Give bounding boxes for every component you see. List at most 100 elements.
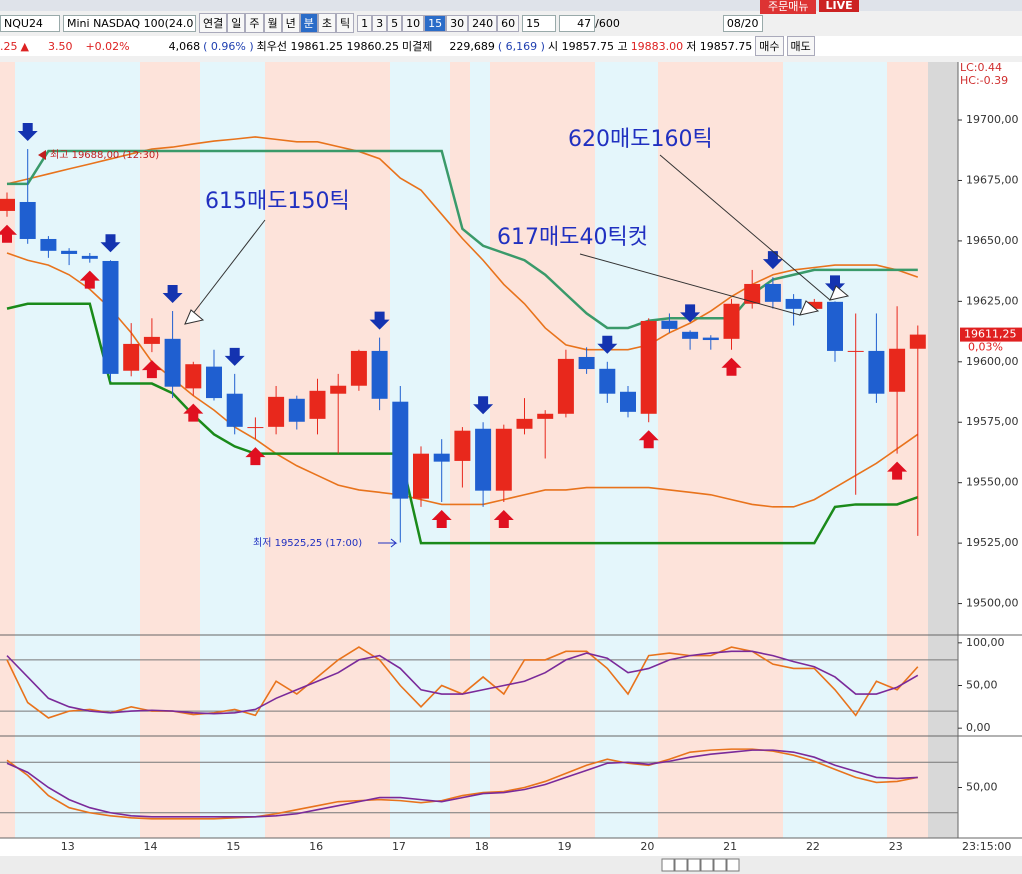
y-tick-label: 19625,00 <box>966 294 1019 307</box>
toolbar-button[interactable]: 30 <box>446 14 469 32</box>
toolbar-button[interactable]: 5 <box>387 14 403 32</box>
annotation: 617매도40틱컷 <box>497 225 648 250</box>
candle-body <box>557 358 574 414</box>
y-tick-label: 19600,00 <box>966 355 1019 368</box>
candle-body <box>433 453 450 462</box>
toolbar-button[interactable]: 10 <box>402 14 425 32</box>
count[interactable]: 47 <box>559 14 596 32</box>
date[interactable]: 08/20 <box>722 14 763 32</box>
candle-body <box>81 255 98 259</box>
session-band <box>595 62 658 838</box>
clock: 23:15:00 <box>962 840 1011 853</box>
annotation-leader <box>659 154 831 301</box>
toolbar-button[interactable]: 60 <box>497 14 520 32</box>
session-band <box>265 62 390 838</box>
toolbar-button[interactable]: 분 <box>299 13 318 33</box>
candle-body <box>516 418 533 429</box>
symbol[interactable]: NQU24 <box>0 14 60 32</box>
candle-body <box>40 238 57 251</box>
chart: 19700,00 19675,00 19650,00 19625,00 19600,00… <box>0 62 1022 874</box>
x-tick-label: 22 <box>806 840 820 853</box>
candle-body <box>206 366 222 399</box>
toolbar-button[interactable]: 틱 <box>336 13 355 33</box>
oi-change: ( 6,169 ) <box>497 39 545 53</box>
buy-signal <box>493 510 514 529</box>
annotation: 620매도160틱 <box>568 127 713 152</box>
candle-body <box>909 334 926 349</box>
scroll-button <box>700 858 714 872</box>
candle-body <box>578 356 595 370</box>
sell-signal <box>162 285 183 304</box>
candle-body <box>889 348 906 392</box>
x-tick-label: 14 <box>144 840 158 853</box>
product-name[interactable]: Mini NASDAQ 100(24.0 <box>63 14 196 32</box>
y-tick-label: 50,00 <box>966 679 998 692</box>
candle-body <box>309 390 326 419</box>
toolbar-button[interactable]: 일 <box>227 13 246 33</box>
order-menu[interactable]: 주문매뉴 <box>760 0 817 14</box>
annotation: 최저 19525,25 (17:00) <box>253 537 362 549</box>
indicator-line <box>6 136 919 351</box>
side-info: HC:-0.39 <box>960 74 1008 87</box>
candle-body <box>226 393 243 427</box>
annotation-leader <box>579 253 801 316</box>
volume: 4,068 <box>168 39 201 53</box>
sell-signal <box>100 234 121 253</box>
session-band <box>15 62 140 838</box>
indicator-line <box>6 749 918 818</box>
y-tick-label: 19675,00 <box>966 173 1019 186</box>
candle-body <box>744 283 761 304</box>
open-high: 시 19857.75 고 <box>547 40 628 53</box>
scroll-button <box>661 858 675 872</box>
sell-button[interactable]: 매도 <box>786 36 815 56</box>
toolbar-button[interactable]: 15 <box>424 14 447 32</box>
low-marker <box>378 538 398 548</box>
candle-body <box>599 368 616 394</box>
y-tick-label: 0,00 <box>966 721 991 734</box>
candle-body <box>454 430 471 461</box>
x-tick-label: 21 <box>723 840 737 853</box>
buy-signal <box>431 510 452 529</box>
candle-body <box>0 198 15 211</box>
candle-body <box>475 428 492 491</box>
oi-label: 미결제 <box>402 40 433 53</box>
date-axis <box>0 838 958 856</box>
high: 19883.00 <box>630 39 684 53</box>
candle-body <box>371 350 388 399</box>
buy-signal <box>638 430 659 449</box>
toolbar-button[interactable]: 월 <box>263 13 282 33</box>
scroll-button <box>726 858 740 872</box>
change: 3.50 <box>47 39 73 53</box>
toolbar-button[interactable]: 년 <box>281 13 300 33</box>
low: 저 19857.75 <box>686 40 753 53</box>
candle-body <box>620 391 636 412</box>
buy-signal <box>183 403 204 422</box>
toolbar-button[interactable]: 1 <box>357 14 373 32</box>
toolbar-button[interactable]: 초 <box>317 13 336 33</box>
buy-signal <box>79 270 100 289</box>
interval-select[interactable]: 15 <box>522 14 557 32</box>
session-band <box>783 62 887 838</box>
candle-body <box>413 453 429 499</box>
candle-body <box>827 301 843 351</box>
y-tick-label: 19550,00 <box>966 476 1019 489</box>
live-badge[interactable]: LIVE <box>819 0 859 12</box>
candle-body <box>330 385 347 394</box>
toolbar-button[interactable]: 3 <box>372 14 388 32</box>
buy-signal <box>721 357 742 376</box>
buy-signal <box>0 224 17 243</box>
toolbar-button[interactable]: 240 <box>468 14 498 32</box>
candle-body <box>847 350 864 352</box>
toolbar-button[interactable]: 연결 <box>199 13 228 33</box>
up-mark: ▲ <box>20 39 29 53</box>
candle-body <box>61 250 78 254</box>
session-band <box>928 62 958 838</box>
candle-body <box>247 427 264 429</box>
x-tick-label: 15 <box>226 840 240 853</box>
indicator-line <box>6 302 919 545</box>
buy-button[interactable]: 매수 <box>755 36 784 56</box>
scroll-button <box>687 858 701 872</box>
side-info: LC:0.44 <box>960 62 1002 74</box>
toolbar-button[interactable]: 주 <box>245 13 264 33</box>
